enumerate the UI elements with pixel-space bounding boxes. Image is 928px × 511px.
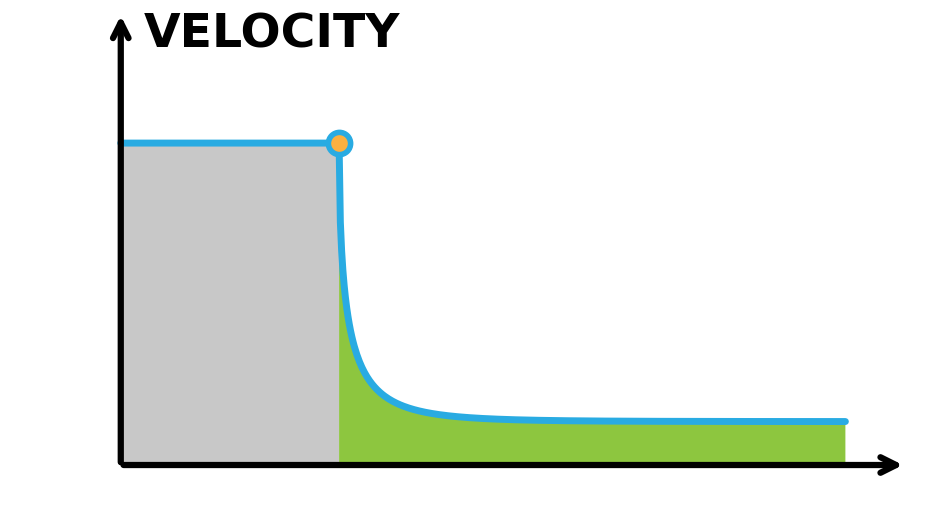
Polygon shape (121, 143, 339, 465)
Polygon shape (339, 143, 844, 465)
Text: VELOCITY: VELOCITY (144, 13, 400, 58)
